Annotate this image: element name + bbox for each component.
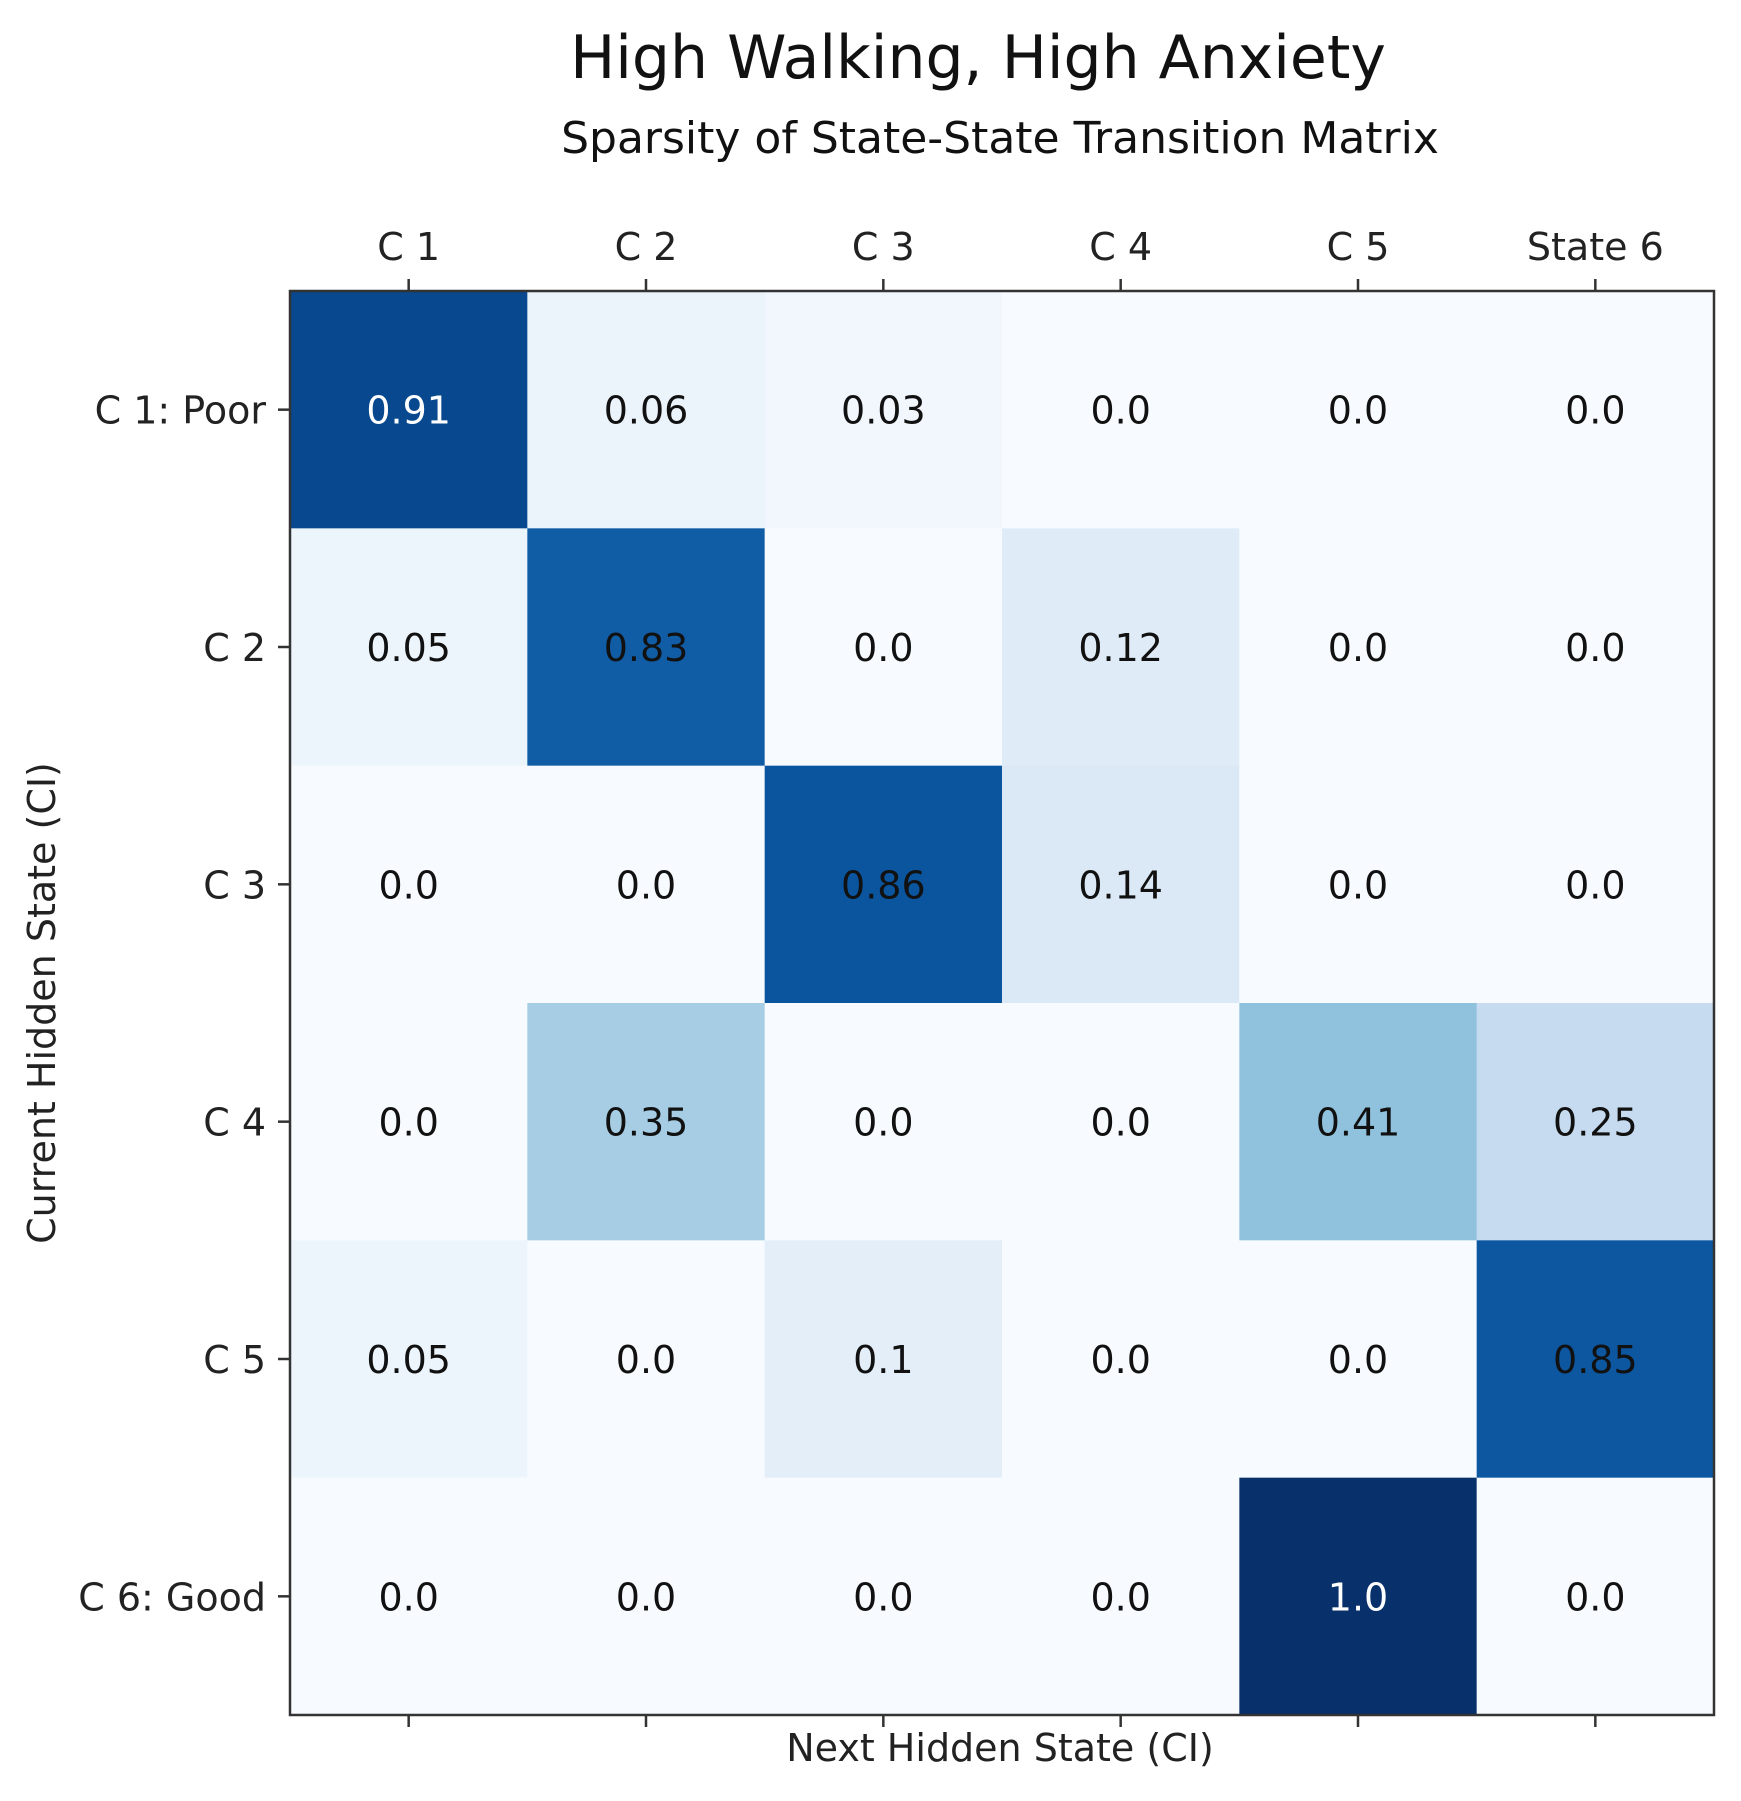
x-tick-label: C 3 xyxy=(852,225,915,269)
cell-value-label: 0.0 xyxy=(1565,626,1625,670)
cell-value-label: 0.0 xyxy=(1565,863,1625,907)
y-tick-label: C 2 xyxy=(203,626,266,670)
heatmap-cell xyxy=(1002,1240,1240,1479)
cell-value-label: 0.0 xyxy=(853,626,913,670)
cell-value-label: 0.1 xyxy=(853,1338,913,1382)
y-axis-ticks: C 1: Poor C 2 C 3 C 4 C 5 C 6: Good xyxy=(78,389,290,1619)
heatmap-cell xyxy=(290,765,528,1004)
cell-value-label: 0.0 xyxy=(1328,626,1388,670)
x-tick-label: C 2 xyxy=(615,225,678,269)
cell-value-label: 0.86 xyxy=(841,863,926,907)
heatmap-cell xyxy=(1002,291,1240,529)
heatmap-cell xyxy=(1476,528,1715,767)
cell-value-label: 0.0 xyxy=(1090,389,1150,433)
cell-value-label: 0.91 xyxy=(366,389,451,433)
heatmap-cell xyxy=(527,528,766,767)
y-tick-label: C 4 xyxy=(203,1101,266,1145)
cell-value-label: 0.03 xyxy=(841,389,926,433)
chart-title: High Walking, High Anxiety xyxy=(570,23,1386,93)
cell-value-label: 0.0 xyxy=(378,1575,438,1619)
heatmap-cell xyxy=(764,1477,1003,1716)
cell-value-label: 0.0 xyxy=(1090,1338,1150,1382)
y-axis-label: Current Hidden State (CI) xyxy=(20,762,64,1244)
y-tick-label: C 5 xyxy=(203,1338,266,1382)
cell-value-label: 0.0 xyxy=(853,1575,913,1619)
heatmap-cell xyxy=(1002,765,1240,1004)
cell-value-label: 0.35 xyxy=(604,1101,689,1145)
cell-value-label: 0.0 xyxy=(1090,1101,1150,1145)
heatmap-cell xyxy=(1239,765,1478,1004)
cell-value-label: 0.25 xyxy=(1553,1101,1638,1145)
heatmap-cell xyxy=(1002,1003,1240,1241)
plot-frame xyxy=(288,289,1716,1717)
cell-value-label: 0.0 xyxy=(378,1101,438,1145)
heatmap-cell xyxy=(1002,1477,1240,1716)
cell-value-label: 0.0 xyxy=(853,1101,913,1145)
heatmap-cell xyxy=(1476,1003,1715,1241)
cell-value-label: 0.05 xyxy=(366,626,451,670)
cell-value-label: 0.05 xyxy=(366,1338,451,1382)
heatmap-cell xyxy=(290,1477,528,1716)
heatmap-cell xyxy=(290,1003,528,1241)
cell-value-label: 0.0 xyxy=(1328,863,1388,907)
y-tick-label: C 1: Poor xyxy=(95,389,267,433)
x-tick-label: C 5 xyxy=(1327,225,1390,269)
heatmap-cell xyxy=(764,291,1003,529)
x-tick-label: C 4 xyxy=(1089,225,1152,269)
cell-value-label: 0.06 xyxy=(604,389,689,433)
heatmap-cell xyxy=(764,1003,1003,1241)
y-tick-label: C 3 xyxy=(203,863,266,907)
heatmap-cell xyxy=(1239,1477,1478,1716)
heatmap-cell xyxy=(290,1240,528,1479)
y-tick-label: C 6: Good xyxy=(78,1575,266,1619)
heatmap-cell xyxy=(1239,1240,1478,1479)
cell-value-label: 0.85 xyxy=(1553,1338,1638,1382)
cell-value-label: 0.0 xyxy=(616,1575,676,1619)
cell-value-label: 1.0 xyxy=(1328,1575,1388,1619)
heatmap-cell xyxy=(290,291,528,529)
cell-value-label: 0.0 xyxy=(1565,1575,1625,1619)
cell-value-label: 0.0 xyxy=(1090,1575,1150,1619)
heatmap-cell xyxy=(1239,528,1478,767)
heatmap-cell xyxy=(290,528,528,767)
heatmap-cell xyxy=(527,1477,766,1716)
heatmap-cell xyxy=(527,1240,766,1479)
chart-subtitle: Sparsity of State-State Transition Matri… xyxy=(561,113,1439,164)
heatmap-cell xyxy=(1239,1003,1478,1241)
cell-value-label: 0.83 xyxy=(604,626,689,670)
cell-value-label: 0.0 xyxy=(378,863,438,907)
heatmap-cells xyxy=(290,291,1715,1716)
cell-value-label: 0.0 xyxy=(616,1338,676,1382)
cell-value-label: 0.0 xyxy=(1328,1338,1388,1382)
heatmap-cell xyxy=(527,291,766,529)
heatmap-cell xyxy=(1476,1240,1715,1479)
x-axis-ticks: C 1 C 2 C 3 C 4 C 5 State 6 xyxy=(377,225,1664,1727)
cell-value-label: 0.12 xyxy=(1078,626,1163,670)
heatmap-cell xyxy=(1476,765,1715,1004)
x-tick-label: State 6 xyxy=(1527,225,1664,269)
x-axis-label: Next Hidden State (CI) xyxy=(786,1726,1214,1770)
heatmap-cell xyxy=(1476,291,1715,529)
heatmap-cell xyxy=(764,765,1003,1004)
cell-value-label: 0.41 xyxy=(1316,1101,1401,1145)
heatmap-cell xyxy=(1002,528,1240,767)
heatmap-cell-labels: 0.91 0.06 0.03 0.0 0.0 0.0 0.05 0.83 0.0 0.12 0.0 0… xyxy=(366,389,1637,1620)
heatmap-cell xyxy=(527,765,766,1004)
cell-value-label: 0.0 xyxy=(1328,389,1388,433)
cell-value-label: 0.0 xyxy=(1565,389,1625,433)
heatmap-cell xyxy=(527,1003,766,1241)
heatmap-cell xyxy=(764,1240,1003,1479)
cell-value-label: 0.0 xyxy=(616,863,676,907)
x-tick-label: C 1 xyxy=(377,225,440,269)
heatmap-cell xyxy=(1476,1477,1715,1716)
heatmap-cell xyxy=(1239,291,1478,529)
cell-value-label: 0.14 xyxy=(1078,863,1163,907)
heatmap-cell xyxy=(764,528,1003,767)
